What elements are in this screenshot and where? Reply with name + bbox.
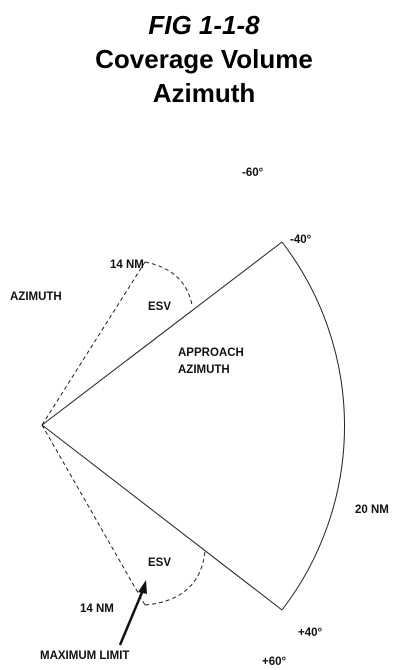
esv-region — [41, 261, 206, 606]
boundary-line — [41, 424, 283, 611]
angle-label: +60° — [262, 656, 287, 668]
region-label: APPROACH — [178, 347, 244, 359]
coverage-sector — [41, 241, 346, 611]
esv-boundary — [41, 424, 146, 606]
range-arc — [281, 241, 346, 611]
boundary-line — [41, 241, 283, 426]
range-label: 20 NM — [355, 504, 389, 516]
angle-label: -60° — [242, 167, 264, 179]
region-label: AZIMUTH — [178, 364, 230, 376]
range-label: 14 NM — [110, 259, 144, 271]
angle-label: -40° — [290, 234, 312, 246]
esv-arc — [144, 261, 193, 306]
esv-label: ESV — [148, 557, 171, 569]
fig-number: FIG 1-1-8 — [148, 10, 260, 40]
title-line: Azimuth — [153, 78, 256, 108]
angle-label: +40° — [298, 627, 323, 639]
arrow-head — [138, 580, 147, 594]
title-line: Coverage Volume — [95, 44, 313, 74]
arrow — [118, 580, 147, 646]
esv-label: ESV — [148, 301, 171, 313]
range-label: 14 NM — [80, 603, 114, 615]
limit-label: MAXIMUM LIMIT — [40, 650, 129, 662]
arrow-shaft — [118, 589, 145, 646]
esv-boundary — [41, 261, 146, 426]
esv-arc — [144, 550, 206, 606]
side-label: AZIMUTH — [10, 291, 62, 303]
